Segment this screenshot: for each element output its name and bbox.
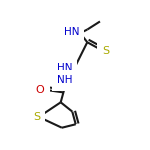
Text: O: O [36,85,45,95]
Text: S: S [33,112,40,122]
Text: HN: HN [57,63,72,73]
Text: HN: HN [64,27,79,37]
Text: NH: NH [57,75,72,85]
Text: S: S [102,46,109,57]
